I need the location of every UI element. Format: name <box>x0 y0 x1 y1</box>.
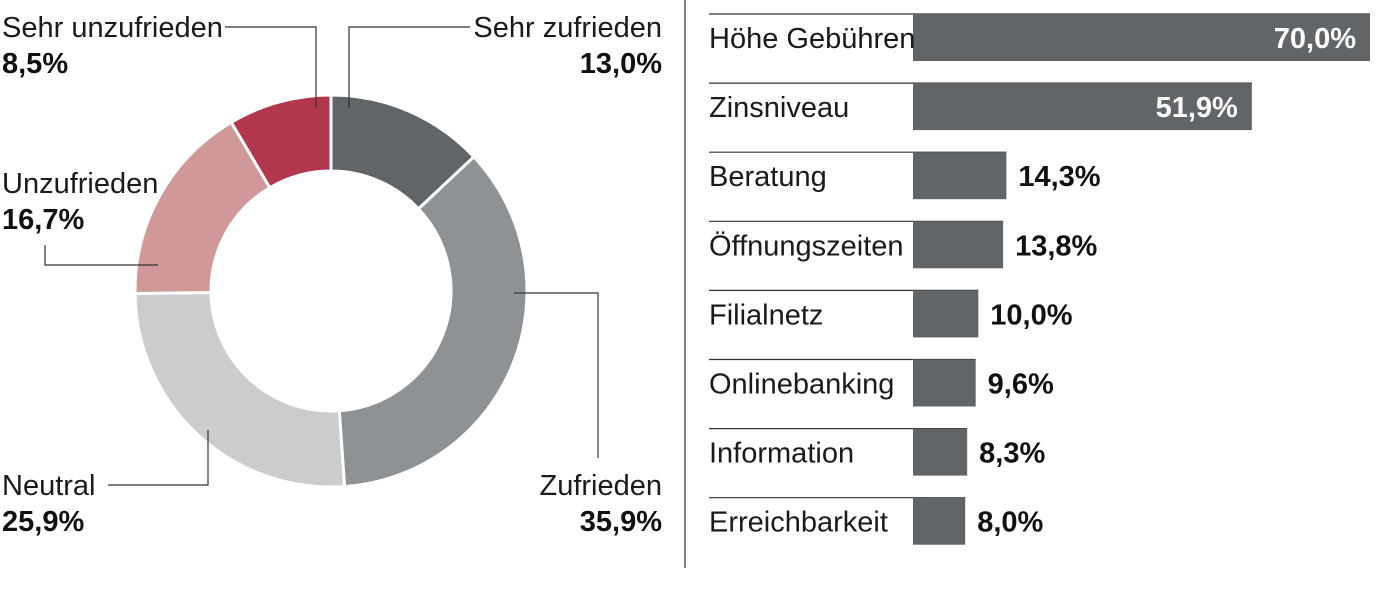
donut-label-sehr-zufrieden: Sehr zufrieden <box>473 12 662 44</box>
donut-value-sehr-zufrieden: 13,0% <box>580 48 662 80</box>
donut-label-sehr-unzufrieden: Sehr unzufrieden <box>2 12 223 44</box>
bar-value-erreichbarkeit: 8,0% <box>977 507 1043 539</box>
donut-value-unzufrieden: 16,7% <box>2 204 84 236</box>
bar-value-zinsniveau: 51,9% <box>1156 92 1238 124</box>
bar-label-erreichbarkeit: Erreichbarkeit <box>709 507 888 539</box>
donut-slice-neutral <box>133 290 347 489</box>
donut-label-neutral: Neutral <box>2 470 96 502</box>
bar-hoehe-gebuehren <box>913 14 1370 61</box>
leader-line-sehr-zufrieden <box>348 26 470 108</box>
bar-label-onlinebanking: Onlinebanking <box>709 369 894 401</box>
donut-value-neutral: 25,9% <box>2 506 84 538</box>
bar-onlinebanking <box>913 359 976 407</box>
bar-label-beratung: Beratung <box>709 161 827 193</box>
leader-line-sehr-unzufrieden <box>225 26 317 108</box>
bar-zinsniveau <box>913 83 1252 131</box>
donut-label-zufrieden: Zufrieden <box>539 470 662 502</box>
bar-beratung <box>913 152 1007 200</box>
bar-label-hoehe-gebuehren: Höhe Gebühren <box>709 23 915 55</box>
bar-value-onlinebanking: 9,6% <box>988 369 1054 401</box>
bar-label-information: Information <box>709 438 854 470</box>
leader-line-unzufrieden <box>44 245 158 266</box>
bar-information <box>913 428 968 476</box>
bar-chart: Höhe Gebühren 70,0% Zinsniveau 51,9% Beratun… <box>709 13 1370 545</box>
donut-slice-zufrieden <box>337 154 529 489</box>
leader-line-zufrieden <box>514 292 599 458</box>
leader-line-neutral <box>108 430 209 486</box>
bar-value-beratung: 14,3% <box>1018 161 1100 193</box>
bar-filialnetz <box>913 290 979 338</box>
bar-value-hoehe-gebuehren: 70,0% <box>1274 23 1356 55</box>
donut-value-zufrieden: 35,9% <box>580 506 662 538</box>
bar-erreichbarkeit <box>913 497 966 545</box>
bar-label-zinsniveau: Zinsniveau <box>709 92 849 124</box>
bar-label-oeffnungszeiten: Öffnungszeiten <box>709 230 904 262</box>
bar-value-information: 8,3% <box>979 438 1045 470</box>
donut-chart: Sehr zufrieden 13,0% Zufrieden 35,9% Neutral… <box>2 12 662 538</box>
donut-label-unzufrieden: Unzufrieden <box>2 168 158 200</box>
donut-value-sehr-unzufrieden: 8,5% <box>2 48 68 80</box>
bar-value-filialnetz: 10,0% <box>990 299 1072 331</box>
bar-label-filialnetz: Filialnetz <box>709 299 823 331</box>
bar-value-oeffnungszeiten: 13,8% <box>1015 230 1097 262</box>
donut-slice-sehr-unzufrieden <box>229 93 333 190</box>
bar-oeffnungszeiten <box>913 221 1004 269</box>
